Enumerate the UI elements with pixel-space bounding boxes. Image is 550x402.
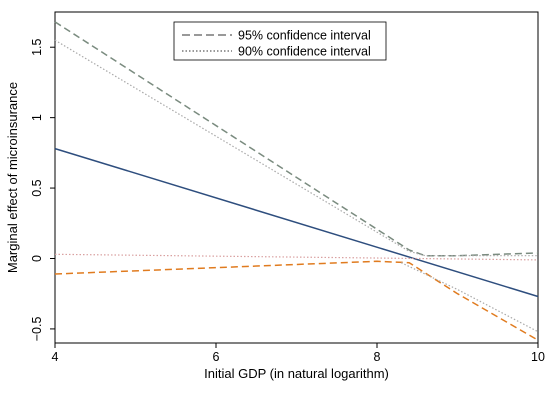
y-tick-label: 1 [30, 114, 44, 121]
y-tick-label: −0.5 [30, 317, 44, 342]
x-tick-label: 8 [374, 350, 381, 364]
y-tick-label: 1.5 [30, 38, 44, 55]
legend-label-95ci: 95% confidence interval [238, 29, 371, 43]
y-tick-label: 0 [30, 255, 44, 262]
series-line-ci95-lower [54, 260, 539, 341]
legend-box [173, 21, 387, 61]
plot-area [54, 11, 539, 344]
series-line-ci90-lower [54, 253, 539, 261]
series-layer [54, 21, 539, 341]
y-axis-label: Marginal effect of microinsurance [5, 82, 20, 273]
axis-layer: 4 6 8 10 −0.5 0 0.5 1 1.5 [30, 38, 545, 364]
series-line-marginal-effect [54, 147, 539, 298]
x-tick-label: 10 [531, 350, 545, 364]
series-line-ci95-upper [54, 21, 539, 257]
x-tick-label: 4 [52, 350, 59, 364]
x-axis-label: Initial GDP (in natural logarithm) [204, 366, 389, 381]
y-tick-label: 0.5 [30, 179, 44, 196]
x-tick-label: 6 [213, 350, 220, 364]
series-line-ci90-upper [54, 39, 538, 257]
legend-label-90ci: 90% confidence interval [238, 45, 371, 59]
legend: 95% confidence interval 90% confidence i… [173, 21, 387, 61]
series-line-ci90-lower-tail [400, 262, 539, 333]
